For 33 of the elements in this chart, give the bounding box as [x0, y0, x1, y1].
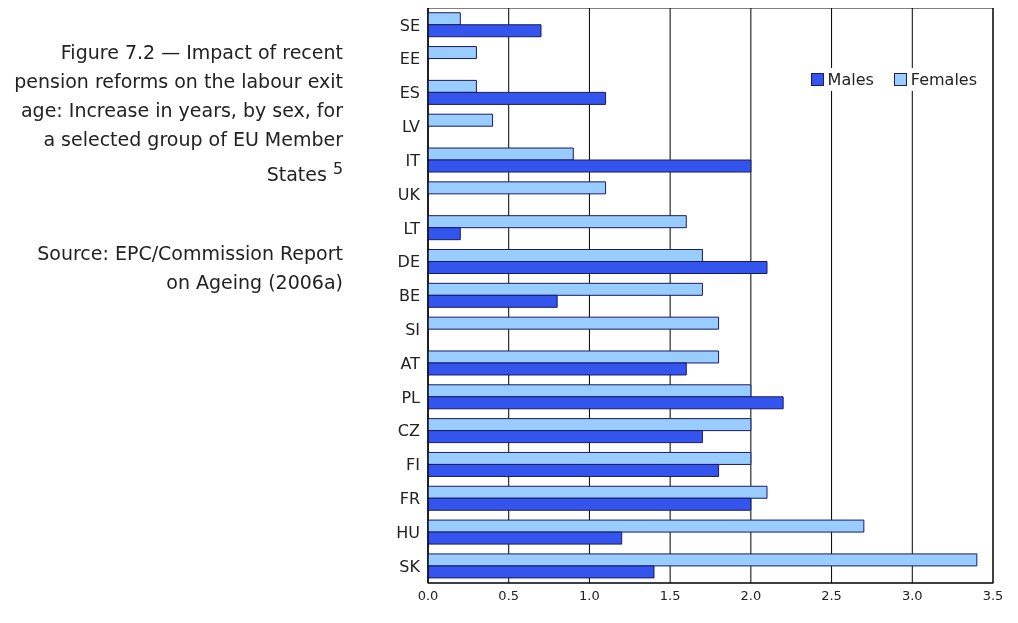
bar: [428, 113, 494, 127]
y-tick-label: SK: [399, 556, 421, 576]
legend-label: Males: [826, 70, 874, 89]
x-tick-label: 2.5: [821, 588, 842, 604]
x-tick-label: 2.0: [740, 588, 762, 604]
y-tick-label: UK: [397, 184, 421, 204]
source-note: Source: EPC/Commission Report on Ageing (2006a): [36, 241, 343, 296]
y-tick-label: LT: [403, 218, 421, 238]
legend-label: Females: [909, 70, 977, 89]
y-tick-label: AT: [400, 353, 421, 373]
y-tick-label: HU: [396, 522, 420, 542]
y-tick-label: LV: [401, 117, 421, 137]
y-tick-label: IT: [405, 150, 421, 170]
bar: [428, 46, 477, 60]
y-tick-label: EE: [399, 49, 420, 69]
y-tick-label: CZ: [397, 421, 421, 441]
bar: [428, 316, 720, 330]
x-tick-label: 3.0: [901, 588, 923, 604]
y-tick-label: FI: [406, 455, 420, 475]
x-tick-label: 1.0: [579, 588, 600, 604]
y-tick-label: ES: [399, 83, 420, 103]
x-tick-label: 0.0: [417, 588, 439, 604]
y-tick-label: DE: [397, 252, 420, 272]
x-tick-label: 3.5: [982, 588, 1004, 604]
y-tick-label: SI: [405, 320, 420, 339]
y-tick-label: PL: [401, 387, 421, 407]
y-tick-label: BE: [398, 286, 420, 306]
bar: [428, 181, 607, 195]
x-tick-label: 1.5: [659, 588, 681, 604]
x-tick-label: 0.5: [498, 588, 520, 604]
y-tick-label: SE: [399, 15, 420, 35]
y-tick-label: FR: [399, 489, 420, 509]
text: Figure 7.2 — Impact of recent pension reforms on the labour exit age: Increase in years, by sex, for a selected group of EU Member States $^{5}$: [13, 40, 343, 188]
